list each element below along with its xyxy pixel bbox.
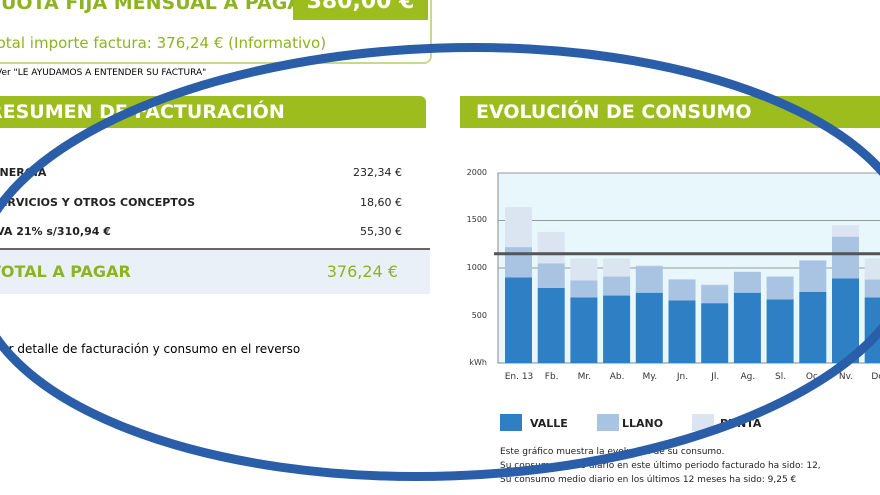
chart-note: Este gráfico muestra la evolución de su … [500,447,725,457]
bar-punta [701,284,729,286]
bar-valle [537,287,565,363]
x-tick: My. [642,372,658,382]
bar-llano [799,260,827,292]
x-tick: Fb. [544,372,559,382]
bar-valle [799,291,827,363]
bar-punta [864,258,880,280]
legend-valle: VALLE [530,417,568,430]
bar-llano [832,236,859,279]
x-tick: Sl. [775,372,787,382]
chart-note: Su consumo medio diario en los últimos 1… [500,475,797,485]
bar-valle [603,295,631,363]
bar-punta [603,258,631,277]
bar-valle [570,297,598,363]
bar-llano [570,280,598,298]
bar-llano [733,271,761,293]
x-tick: Ab. [609,372,625,382]
x-tick: Jl. [711,372,720,382]
bar-valle [505,277,532,363]
bar-llano [766,276,794,300]
chart-note: Su consumo medio diario en este último p… [500,461,821,471]
bar-punta [832,225,859,237]
bar-valle [864,297,880,363]
legend-llano: LLANO [622,417,664,430]
bar-valle [701,303,729,363]
legend-swatch-punta [692,414,714,431]
x-tick: Oc. [805,372,821,382]
bar-valle [766,299,794,363]
bar-llano [668,279,696,301]
legend-swatch-llano [597,414,619,431]
bar-punta [505,207,532,248]
bar-valle [635,292,663,363]
x-tick: Dc. [871,372,880,382]
bar-llano [635,266,663,293]
x-tick: Mr. [577,372,592,382]
bar-llano [537,263,565,288]
x-tick: Ag. [740,372,756,382]
legend-punta: PUNTA [720,417,762,430]
bar-llano [603,276,631,296]
bar-llano [864,279,880,298]
x-tick: Nv. [838,372,854,382]
bar-valle [733,292,761,363]
x-tick: Jn. [676,372,689,382]
x-tick: En. 13 [504,372,534,382]
bar-llano [505,247,532,278]
bar-valle [832,278,859,363]
bar-valle [668,300,696,363]
bar-llano [701,285,729,304]
bar-punta [537,231,565,264]
cuota-label: CUOTA FIJA MENSUAL A PAGAR: [0,0,325,14]
cuota-value: 380,00 € [293,0,428,20]
bar-punta [570,258,598,281]
legend-swatch-valle [500,414,522,431]
bar-punta [635,265,663,267]
